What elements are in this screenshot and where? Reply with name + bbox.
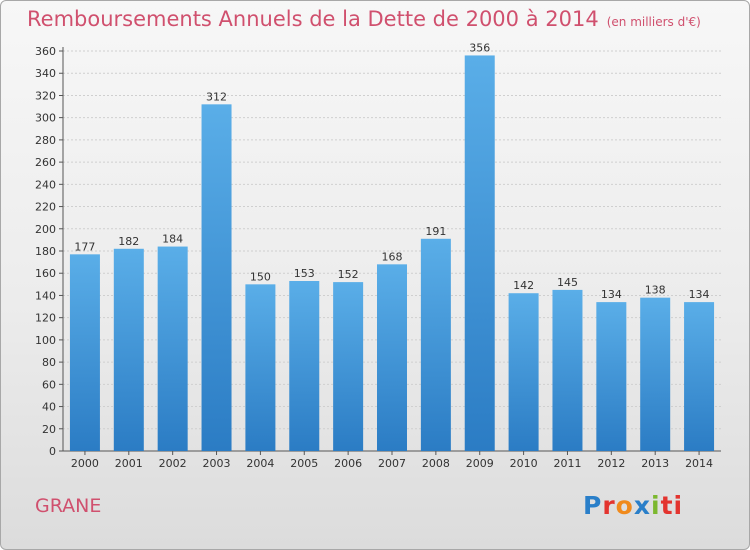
y-tick-label: 220 (35, 201, 56, 214)
y-tick-labels: 0 20 40 60 80 100 120 140 160 180 200 220 240 260 280 3… (35, 45, 56, 458)
y-tick-label: 300 (35, 112, 56, 125)
x-tick-label: 2007 (378, 457, 406, 470)
x-tick-label: 2009 (466, 457, 494, 470)
bar-value-label: 152 (338, 268, 359, 281)
y-tick-label: 200 (35, 223, 56, 236)
bar (377, 264, 407, 451)
x-tick-labels: 2000 2001 2002 2003 2004 2005 2006 2007 2008 2009… (71, 457, 713, 470)
bar-value-label: 312 (206, 90, 227, 103)
bar-value-label: 138 (645, 284, 666, 297)
logo-letter: x (633, 491, 651, 520)
bar (464, 55, 495, 451)
bar (596, 302, 627, 451)
y-tick-label: 260 (35, 156, 56, 169)
bar-value-label: 184 (162, 233, 183, 246)
y-tick-label: 100 (35, 334, 56, 347)
chart-unit: (en milliers d'€) (606, 15, 701, 29)
bar-value-label: 142 (513, 279, 534, 292)
chart-title: Remboursements Annuels de la Dette de 20… (27, 7, 701, 31)
bar-value-label: 182 (118, 235, 139, 248)
x-tick-label: 2003 (203, 457, 231, 470)
bar (508, 293, 539, 451)
y-tick-label: 20 (42, 423, 56, 436)
proxiti-logo: Proxiti (583, 491, 683, 520)
bar-value-label: 177 (74, 240, 95, 253)
bar (684, 302, 715, 451)
logo-letter: r (602, 491, 616, 520)
y-tick-label: 60 (42, 378, 56, 391)
y-tick-label: 160 (35, 267, 56, 280)
y-tick-label: 40 (42, 401, 56, 414)
bar-value-label: 153 (294, 267, 315, 280)
x-tick-label: 2013 (641, 457, 669, 470)
x-tick-label: 2004 (246, 457, 274, 470)
bar-value-label: 134 (601, 288, 622, 301)
bar (157, 246, 188, 451)
x-tick-label: 2002 (159, 457, 187, 470)
bar-value-label: 356 (469, 41, 490, 54)
y-tick-label: 80 (42, 356, 56, 369)
bars (69, 55, 715, 451)
logo-letter: ti (660, 491, 684, 520)
y-tick-label: 120 (35, 312, 56, 325)
bar-value-label: 150 (250, 270, 271, 283)
bar (245, 284, 276, 451)
bar-value-label: 134 (689, 288, 710, 301)
bar-value-label: 191 (425, 225, 446, 238)
x-tick-label: 2001 (115, 457, 143, 470)
y-tick-label: 320 (35, 89, 56, 102)
bar (552, 289, 583, 451)
x-tick-label: 2014 (685, 457, 713, 470)
y-tick-label: 140 (35, 289, 56, 302)
bar (289, 281, 320, 451)
x-tick-label: 2000 (71, 457, 99, 470)
bar (113, 248, 144, 451)
x-tick-label: 2010 (510, 457, 538, 470)
bar-value-label: 168 (382, 250, 403, 263)
bar-value-label: 145 (557, 276, 578, 289)
y-tick-label: 340 (35, 67, 56, 80)
bar (333, 282, 364, 451)
y-tick-label: 180 (35, 245, 56, 258)
chart-title-text: Remboursements Annuels de la Dette de 20… (27, 7, 599, 31)
x-tick-label: 2012 (597, 457, 625, 470)
bar (640, 297, 671, 451)
bar (201, 104, 232, 451)
x-tick-label: 2011 (553, 457, 581, 470)
y-tick-label: 0 (49, 445, 56, 458)
logo-letter: i (651, 491, 661, 520)
logo-letter: P (583, 491, 603, 520)
y-tick-label: 280 (35, 134, 56, 147)
commune-name: GRANE (35, 495, 102, 517)
logo-letter: o (615, 491, 634, 520)
x-tick-label: 2005 (290, 457, 318, 470)
y-tick-label: 240 (35, 178, 56, 191)
x-tick-label: 2006 (334, 457, 362, 470)
x-tick-label: 2008 (422, 457, 450, 470)
y-tick-label: 360 (35, 45, 56, 58)
data-labels: 177 182 184 312 150 153 152 168 191 356 142 145 134 1… (74, 41, 709, 301)
bar (420, 238, 451, 451)
bar (69, 254, 100, 451)
